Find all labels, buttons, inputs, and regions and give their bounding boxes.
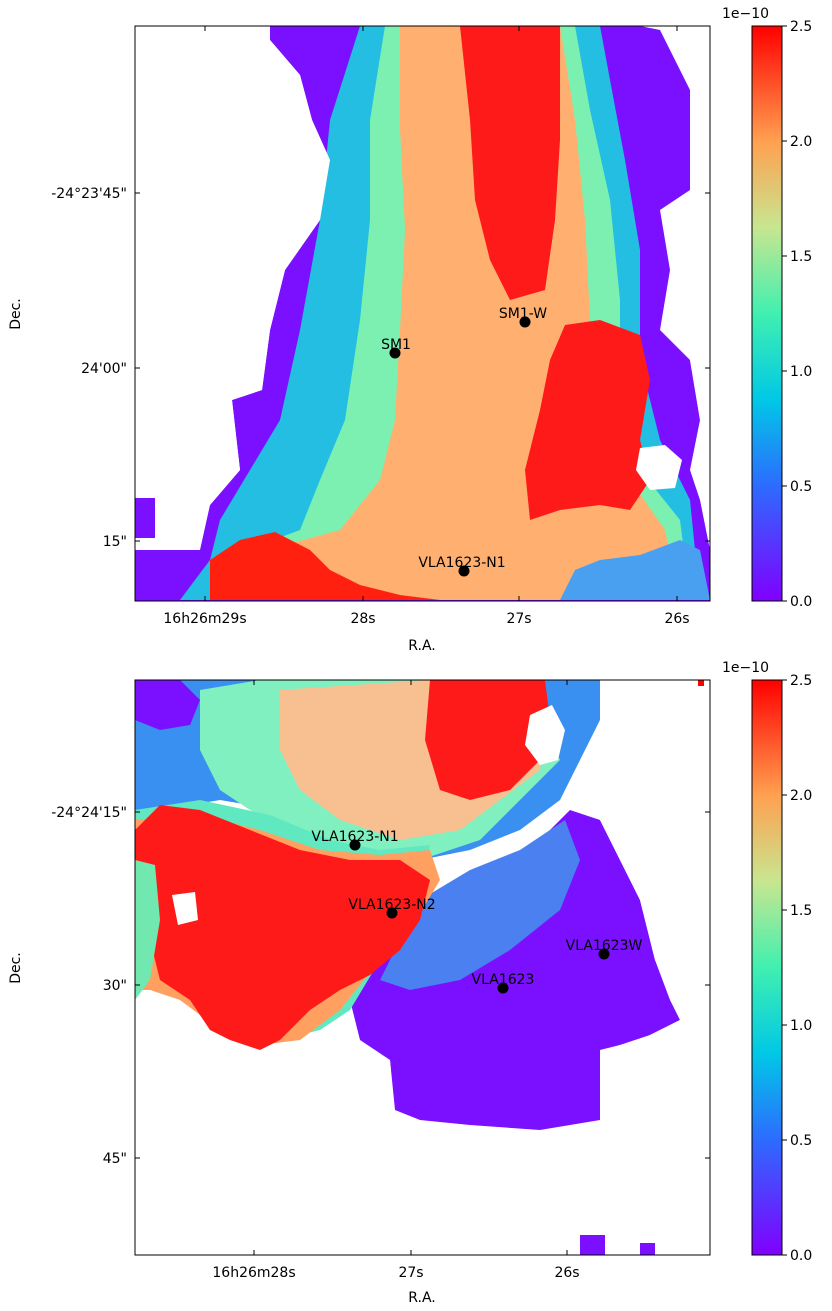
x-tick-label: 27s [506,611,531,627]
blank-east-2 [135,680,710,1255]
source-marker [349,839,361,851]
stray-pixel-ne [698,680,704,686]
heatmap-2 [135,680,710,1255]
red-lobe-east [525,320,650,520]
source-label: VLA1623-N1 [418,555,505,571]
colorbar-multiplier-2: 1e−10 [722,660,769,676]
stray-pixels-south-2 [640,1243,655,1255]
colorbar-tick-label: 0.5 [790,1133,812,1149]
colorbar-gradient-2 [751,679,783,1256]
purple-nw [135,680,200,730]
x-tick-label: 26s [664,611,689,627]
y-axis-label-1: Dec. [8,298,24,330]
colorbar-tick-label: 2.5 [790,673,812,689]
blank-hole-2 [172,892,198,925]
blank-ne-2 [525,705,565,765]
y-tick-label: 30" [103,978,127,994]
red-southwest [135,805,430,1050]
x-tick-label: 16h26m29s [163,611,246,627]
y-tick-label: -24°24'15" [51,805,127,821]
source-label: VLA1623W [566,938,643,954]
colorbar-tick-label: 2.5 [790,19,812,35]
source-marker [386,907,398,919]
colorbar-tick-label: 1.5 [790,249,812,265]
x-tick-label: 28s [350,611,375,627]
stray-pixels-west [135,498,155,538]
colorbar-tick-label: 1.0 [790,364,812,380]
green-west-edge [135,860,160,1000]
x-axis-1: 16h26m29s 28s 27s 26s [163,26,690,627]
y-tick-label: -24°23'45" [51,186,127,202]
blank-hole [636,445,682,490]
source-markers-2: VLA1623-N1 VLA1623-N2 VLA1623 VLA1623W [311,829,643,994]
source-label: VLA1623-N1 [311,829,398,845]
x-axis-label-2: R.A. [408,1290,435,1306]
y-tick-label: 15" [103,534,127,550]
colorbar-ticks-1: 0.0 0.5 1.0 1.5 2.0 2.5 [782,19,812,610]
colorbar-1: 1e−10 0.0 0.5 1.0 1.5 2.0 2.5 [722,6,812,610]
source-marker [598,948,610,960]
source-label: SM1-W [499,306,547,322]
source-marker [519,316,531,328]
red-north [425,680,550,800]
blue-patch-se [560,540,710,600]
colorbar-ticks-2: 0.0 0.5 1.0 1.5 2.0 2.5 [782,673,812,1264]
y-tick-label: 24'00" [81,361,127,377]
x-axis-2: 16h26m28s 27s 26s [212,680,580,1281]
colorbar-tick-label: 1.5 [790,903,812,919]
x-axis-label-1: R.A. [408,638,435,654]
colorbar-gradient-1 [751,25,783,602]
colorbar-tick-label: 0.0 [790,594,812,610]
stray-pixels-south [580,1235,605,1255]
colorbar-tick-label: 2.0 [790,788,812,804]
x-tick-label: 26s [554,1265,579,1281]
y-axis-1: -24°23'45" 24'00" 15" [51,186,710,550]
colorbar-multiplier-1: 1e−10 [722,6,769,22]
axes-frame-2 [134,679,711,1256]
source-markers-1: SM1 SM1-W VLA1623-N1 [381,306,547,577]
heatmap-1 [135,26,710,601]
colorbar-tick-label: 2.0 [790,134,812,150]
blank-ne [660,26,710,470]
y-tick-label: 45" [103,1151,127,1167]
source-label: VLA1623 [472,972,535,988]
colorbar-tick-label: 0.0 [790,1248,812,1264]
y-axis-label-2: Dec. [8,952,24,984]
blue-mid [380,820,580,990]
colorbar-tick-label: 0.5 [790,479,812,495]
blank-nw [135,26,330,545]
purple-southeast [350,810,680,1130]
y-axis-2: -24°24'15" 30" 45" [51,805,710,1167]
source-marker [497,982,509,994]
axes-frame-1 [134,25,711,602]
colorbar-2: 1e−10 0.0 0.5 1.0 1.5 2.0 2.5 [722,660,812,1264]
x-tick-label: 16h26m28s [212,1265,295,1281]
source-marker [389,347,401,359]
x-tick-label: 27s [398,1265,423,1281]
colorbar-tick-label: 1.0 [790,1018,812,1034]
panel-1: 16h26m29s 28s 27s 26s -24°23'45" 24'00" 15" R… [8,25,711,654]
source-label: VLA1623-N2 [348,897,435,913]
source-marker [458,565,470,577]
red-lobe-south [210,532,440,600]
source-label: SM1 [381,337,411,353]
panel-2: 16h26m28s 27s 26s -24°24'15" 30" 45" R.A. De… [8,679,711,1306]
red-ridge-north [460,26,560,300]
